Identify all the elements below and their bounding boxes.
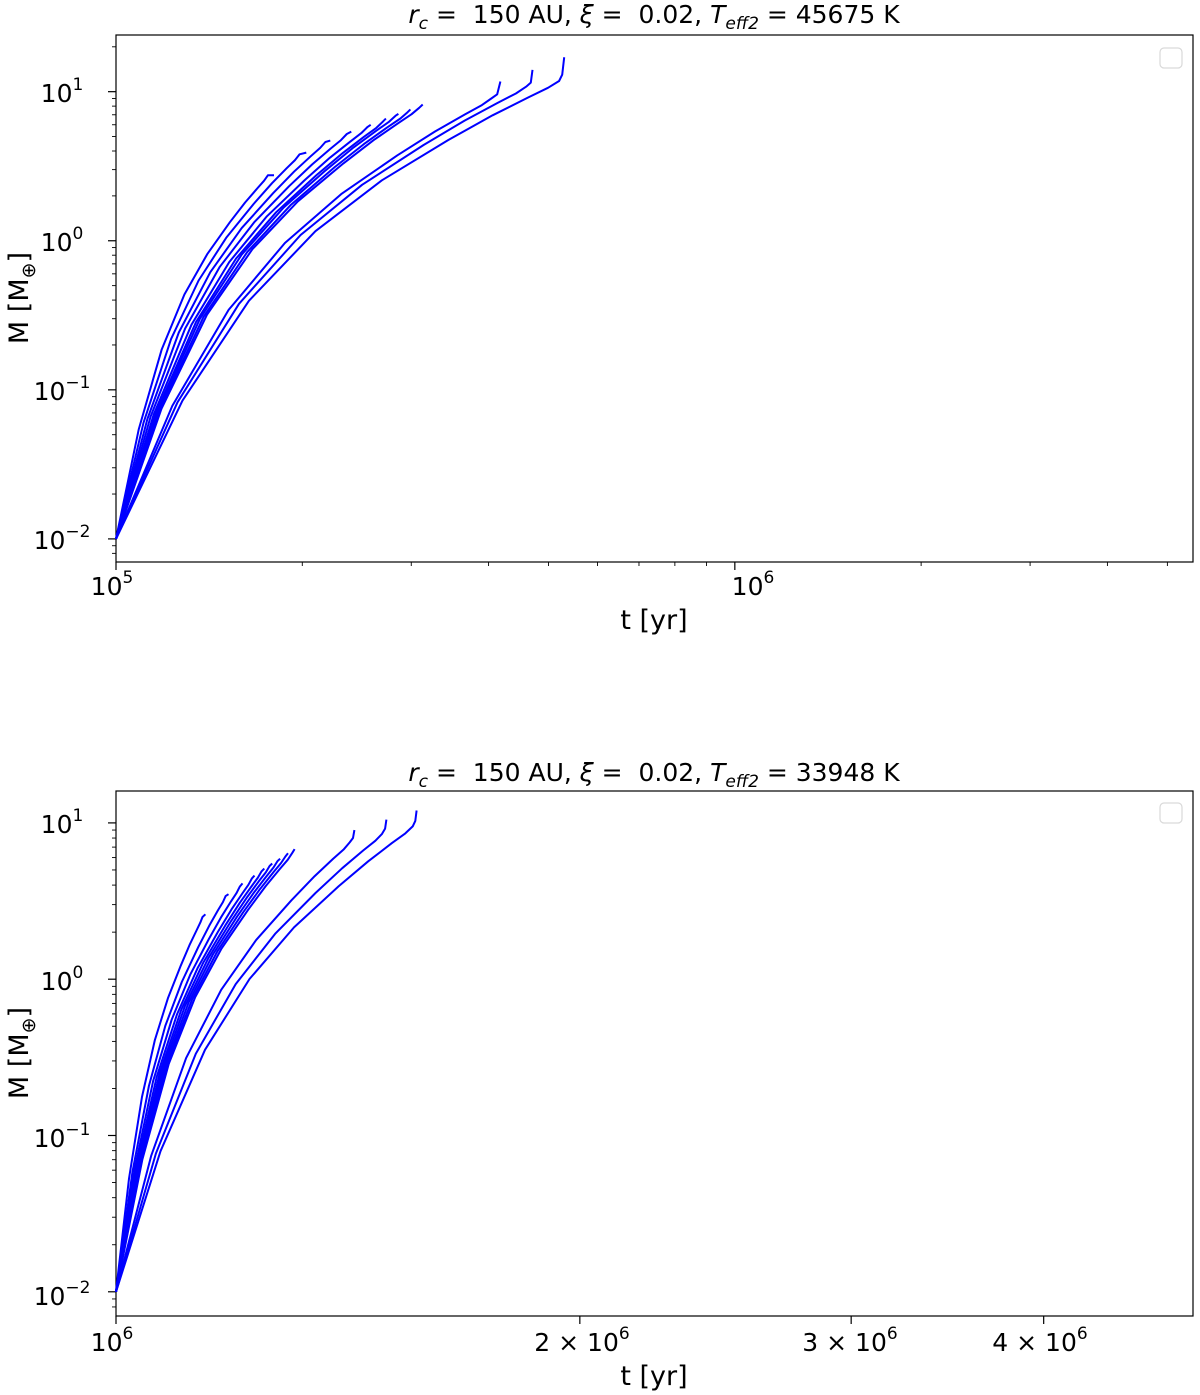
top-series-line-2: [115, 139, 331, 540]
top-series-line-9: [115, 81, 502, 540]
bottom-series-line-11: [115, 810, 418, 1293]
top-xtick-0: 105: [91, 568, 134, 601]
top-legend-box: [1159, 47, 1183, 69]
top-ytick-0: 10−2: [34, 522, 91, 555]
bottom-series-lines: [115, 810, 418, 1293]
top-ytick-3: 101: [41, 75, 84, 108]
top-series-line-4: [115, 123, 372, 540]
bottom-xtick-2: 3 × 106: [802, 1324, 897, 1357]
bottom-y-axis-label: M [M⊕]: [4, 1007, 40, 1099]
bottom-series-line-4: [115, 867, 266, 1292]
bottom-panel: rc = 150 AU, ξ = 0.02, Teff2 = 33948 K 1…: [4, 758, 1194, 1392]
bottom-series-line-7: [115, 852, 289, 1292]
top-series-line-0: [115, 174, 274, 540]
top-panel: rc = 150 AU, ξ = 0.02, Teff2 = 45675 K 1…: [4, 0, 1194, 636]
top-series-line-1: [115, 151, 307, 540]
bottom-ytick-3: 101: [41, 806, 84, 839]
top-series-line-3: [115, 130, 352, 540]
bottom-series-line-10: [115, 819, 388, 1293]
bottom-title: rc = 150 AU, ξ = 0.02, Teff2 = 33948 K: [408, 758, 900, 792]
top-series-line-8: [115, 103, 424, 540]
bottom-series-line-0: [115, 913, 207, 1292]
bottom-series-line-2: [115, 882, 244, 1292]
bottom-series-line-5: [115, 862, 273, 1292]
top-x-axis-label: t [yr]: [620, 605, 687, 636]
top-series-lines: [115, 57, 566, 540]
bottom-series-line-3: [115, 874, 256, 1292]
top-xtick-1: 106: [732, 568, 775, 601]
bottom-xtick-1: 2 × 106: [534, 1324, 629, 1357]
bottom-series-line-6: [115, 857, 281, 1292]
bottom-plot-frame: [115, 790, 1194, 1317]
top-series-line-7: [115, 108, 412, 540]
bottom-x-axis-label: t [yr]: [620, 1361, 687, 1392]
top-series-line-10: [115, 69, 534, 540]
top-y-axis-label: M [M⊕]: [4, 252, 40, 344]
top-title: rc = 150 AU, ξ = 0.02, Teff2 = 45675 K: [408, 0, 900, 34]
top-series-line-11: [115, 57, 566, 540]
bottom-xtick-0: 106: [91, 1324, 134, 1357]
bottom-series-line-1: [115, 893, 230, 1292]
bottom-ytick-0: 10−2: [34, 1278, 91, 1311]
bottom-ytick-2: 100: [41, 963, 84, 996]
top-ytick-2: 100: [41, 224, 84, 257]
bottom-series-line-8: [115, 848, 296, 1292]
bottom-legend-box: [1159, 802, 1183, 824]
top-plot-frame: [115, 34, 1194, 563]
top-minor-ticks: [108, 46, 1168, 570]
top-series-line-6: [115, 113, 399, 540]
bottom-series-line-9: [115, 829, 356, 1293]
bottom-ytick-1: 10−1: [34, 1120, 91, 1153]
top-series-line-5: [115, 117, 387, 540]
bottom-minor-ticks: [108, 822, 1045, 1324]
bottom-xtick-3: 4 × 106: [992, 1324, 1087, 1357]
top-ytick-1: 10−1: [34, 373, 91, 406]
